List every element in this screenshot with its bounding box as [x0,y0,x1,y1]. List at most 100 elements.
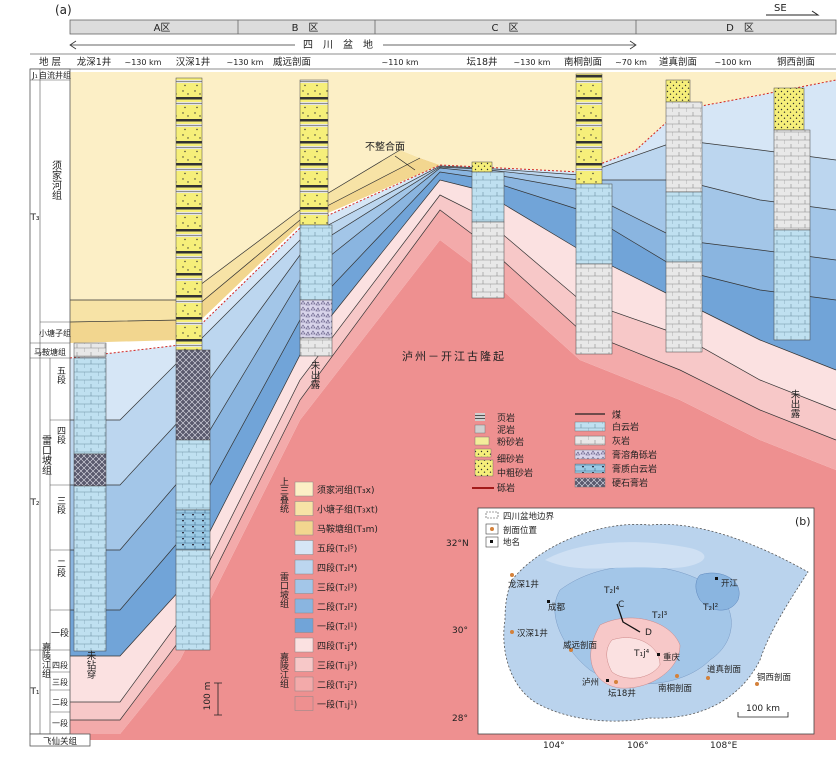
map-unit-label: T₂l³ [651,611,668,621]
direction-arrow: SE [766,3,820,16]
map-legend-place: 地名 [503,537,520,548]
legend-limestone: 灰岩 [612,435,630,447]
zone-b: B 区 [292,22,319,34]
strat-column: J₁ 自流井组 T₃ 须家河组 小塘子组 马鞍塘组 T₂ 雷口坡组 五段 四段 … [29,68,91,747]
not-exposed-label: 未出露 [789,389,801,419]
lithology-legend: 页岩 泥岩 粉砂岩 细砂岩 中粗砂岩 砾岩 煤 白云岩 灰岩 膏溶角砾岩 膏质白… [472,409,657,494]
place-weiyuan: 威远剖面 [563,640,598,651]
j-siduan-label: 四段 [52,660,68,670]
section-gap: ~100 km [715,58,752,67]
j-yiduan-label: 一段 [52,718,68,728]
legend-dolomite: 白云岩 [612,421,639,433]
map-unit-label: T₂l⁴ [603,586,620,596]
section-name: 汉深1井 [176,56,211,68]
section-name: 坛18井 [466,56,497,68]
place-luzhou: 泸州 [582,677,599,688]
t1-label: T₁ [29,687,39,697]
zhiliujing-label: 自流井组 [39,70,71,80]
unit-swatch [294,676,314,692]
lithology-columns [73,73,811,652]
unit-swatch [294,696,314,711]
not-exposed-label: 未出露 [309,360,321,390]
place-tan18: 坛18井 [608,688,636,699]
section-header-row: 地 层 龙深1井 ~130 km 汉深1井 ~130 km 威远剖面 ~110 … [30,53,836,70]
map-unit-label: T₁j⁴ [633,649,650,659]
unit-label: 五段(T₂l⁵) [317,543,357,555]
t2-label: T₂ [29,498,39,508]
lat-label: 28° [452,714,468,724]
unit-label: 马鞍塘组(T₃m) [317,523,378,535]
place-kaijiang: 开江 [721,579,739,589]
place-longshen1: 龙深1井 [508,579,539,590]
place-hanshen1: 汉深1井 [517,628,548,639]
legend-siltstone: 粉砂岩 [497,436,524,448]
unit-label: 小塘子组(T₃xt) [317,504,378,516]
unit-swatch [294,501,314,516]
unit-swatch [294,618,314,633]
unit-legend: 上三叠统 雷口坡组 嘉陵江组 须家河组(T₃x) 小塘子组(T₃xt) 马鞍塘组(T… [278,477,378,711]
unit-label: 三段(T₂l³) [317,582,357,594]
place-chengdu: 成都 [548,602,566,613]
siduan-label: 四段 [55,426,66,445]
legend-shale: 页岩 [497,412,515,424]
lat-label: 32°N [446,539,469,549]
legend-mudstone: 泥岩 [497,424,515,436]
unit-swatch [294,579,314,594]
section-name: 南桐剖面 [564,56,602,68]
basin-header: 四 川 盆 地 [69,38,637,51]
unit-label: 四段(T₂l⁴) [317,562,357,574]
unit-label: 一段(T₁j¹) [317,699,357,711]
unit-swatch [294,657,314,672]
section-line-d: D [645,628,652,638]
strat-bands [69,70,837,740]
lon-label: 108°E [710,741,738,751]
unit-swatch [294,637,314,653]
zone-c: C 区 [492,22,519,34]
unit-swatch [294,481,314,497]
unit-label: 须家河组(T₃x) [317,484,374,496]
map-panel: (b) 四川盆地边界 剖面位置 地名 32°N 30° 28° 104° 106… [446,507,815,751]
unit-label: 二段(T₁j²) [317,679,357,691]
unit-label: 二段(T₂l²) [317,601,357,613]
group-upper-triassic: 上三叠统 [278,477,289,514]
map-legend-boundary: 四川盆地边界 [503,511,555,522]
lat-label: 30° [452,626,468,636]
section-line-c: C [618,600,624,610]
legend-fine-sandstone: 细砂岩 [497,453,524,465]
xujiahe-label: 须家河组 [50,160,62,200]
place-chongqing: 重庆 [663,652,681,663]
legend-gypsum-breccia: 膏溶角砾岩 [612,449,657,461]
lon-label: 106° [627,741,649,751]
not-drilled-label: 未钻穿 [85,650,97,680]
section-name: 道真剖面 [659,56,697,68]
unit-label: 一段(T₂l¹) [317,621,357,633]
panel-label-a: (a) [55,3,72,17]
sanduan-label: 三段 [55,496,66,515]
map-legend-section: 剖面位置 [503,525,538,536]
section-name: 龙深1井 [77,56,112,68]
legend-coal: 煤 [612,409,621,421]
zone-d: D 区 [726,22,754,34]
section-name: 威远剖面 [273,56,311,68]
panel-label-b: (b) [795,515,811,528]
zone-header: A区 B 区 C 区 D 区 [69,19,837,35]
group-jialingjiang: 嘉陵江组 [278,651,289,688]
legend-coarse-sandstone: 中粗砂岩 [497,467,533,479]
strat-header: 地 层 [39,56,61,68]
legend-gypsum-dolomite: 膏质白云岩 [612,463,657,475]
xiaotangzi-label: 小塘子组 [39,328,71,338]
place-tongxi: 铜西剖面 [757,672,792,683]
scale-label-100m: 100 m [203,682,213,711]
unit-label: 四段(T₁j⁴) [317,640,357,652]
erduan-label: 二段 [55,559,66,578]
unconformity-label: 不整合面 [365,140,405,153]
j1-label: J₁ [31,71,38,80]
feixianguan-label: 飞仙关组 [43,736,78,747]
section-gap: ~70 km [615,58,647,67]
map-unit-label: T₂l² [702,603,719,613]
yiduan-label: 一段 [51,627,69,639]
place-daozhen: 道真剖面 [707,664,742,675]
leikoupo-label: 雷口坡组 [40,435,52,475]
zone-a: A区 [154,22,171,34]
t3-label: T₃ [29,213,39,223]
